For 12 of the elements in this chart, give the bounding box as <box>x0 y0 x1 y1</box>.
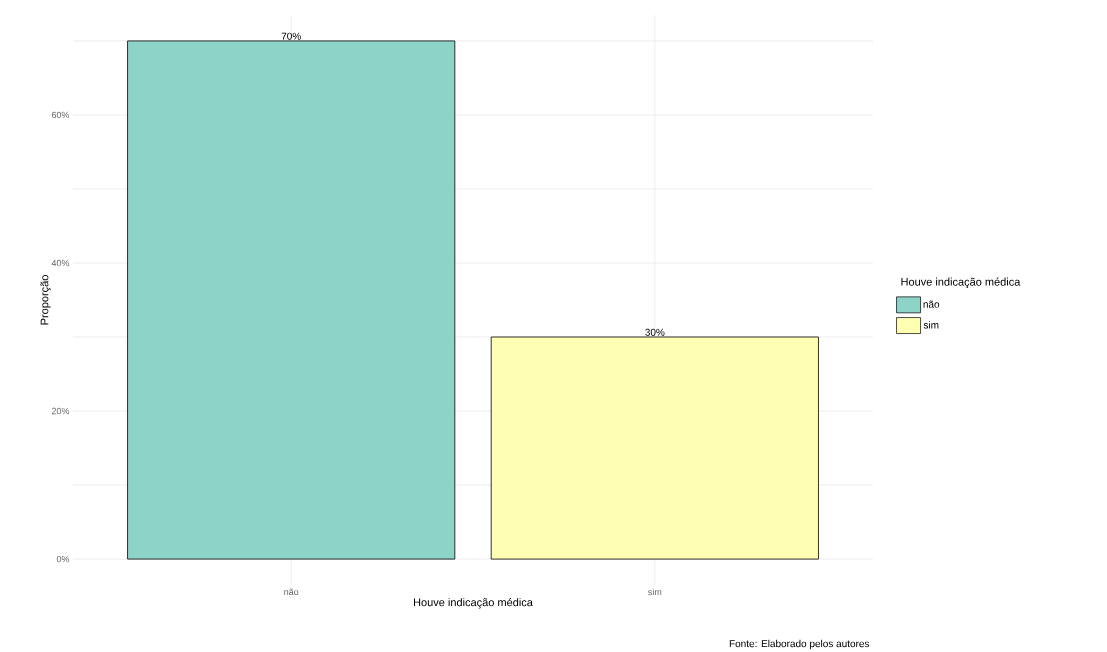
x-axis-title: Houve indicação médica <box>413 597 533 609</box>
data-label: 70% <box>281 32 301 40</box>
legend-title: Houve indicação médica <box>901 277 1021 288</box>
legend-label: sim <box>923 320 939 329</box>
y-axis-title: Proporção <box>40 274 51 325</box>
y-tick-label: 20% <box>51 407 70 414</box>
data-label: 30% <box>645 328 665 336</box>
y-tick-label: 0% <box>56 555 70 563</box>
source-note: Fonte: Elaborado pelos autores <box>729 639 870 649</box>
y-tick-label: 40% <box>51 259 70 266</box>
legend-label: não <box>923 300 940 308</box>
y-tick-label: 60% <box>51 111 70 118</box>
